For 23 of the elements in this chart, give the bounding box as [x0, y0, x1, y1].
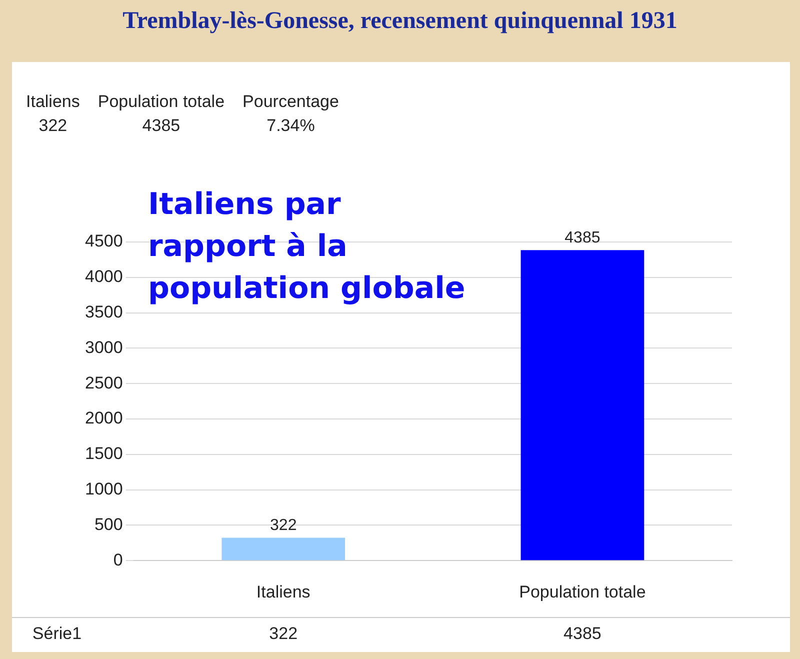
y-tick-label: 3500: [84, 302, 123, 322]
data-label: 322: [269, 624, 298, 644]
y-tick-label: 500: [94, 514, 123, 534]
y-tick-label: 2000: [84, 408, 123, 428]
y-tick-label: 1500: [84, 444, 123, 464]
y-tick-label: 1000: [84, 479, 123, 498]
y-tick-label: 0: [113, 550, 123, 570]
annotation: 322: [270, 517, 297, 534]
text: 4385: [142, 116, 180, 135]
text: 322: [38, 116, 68, 135]
y-tick-label: 2500: [84, 373, 123, 392]
chart-subtitle: Italiens par rapport à la population globale: [148, 186, 466, 308]
y-tick-label: 4500: [84, 232, 123, 251]
annotation: 4385: [564, 230, 600, 247]
text: Série1: [32, 624, 82, 644]
text: 7.34%: [266, 116, 316, 136]
data-label: 4385: [564, 624, 602, 644]
y-tick-label: 3000: [84, 338, 123, 357]
text: Pourcentage: [242, 92, 339, 112]
text: Population totale: [98, 92, 225, 112]
text: Italiens: [26, 92, 80, 112]
chart-title: Tremblay-lès-Gonesse, recensement quinquennal 1931: [122, 8, 678, 35]
y-tick-label: 4000: [84, 267, 123, 286]
